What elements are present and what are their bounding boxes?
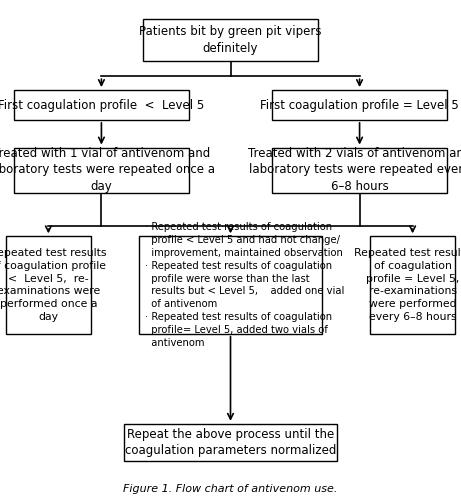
Text: Repeat the above process until the
coagulation parameters normalized: Repeat the above process until the coagu… [125, 428, 336, 457]
FancyBboxPatch shape [370, 236, 455, 334]
FancyBboxPatch shape [143, 18, 318, 61]
FancyBboxPatch shape [14, 148, 189, 192]
FancyBboxPatch shape [6, 236, 91, 334]
FancyBboxPatch shape [124, 424, 337, 461]
Text: · Repeated test results of coagulation
  profile < Level 5 and had not change/
 : · Repeated test results of coagulation p… [145, 222, 344, 348]
Text: Repeated test results
of coagulation
profile = Level 5,
re-examinations
were per: Repeated test results of coagulation pro… [355, 248, 461, 322]
FancyBboxPatch shape [272, 90, 447, 120]
FancyBboxPatch shape [272, 148, 447, 192]
Text: Figure 1. Flow chart of antivenom use.: Figure 1. Flow chart of antivenom use. [123, 484, 338, 494]
Text: Patients bit by green pit vipers
definitely: Patients bit by green pit vipers definit… [139, 25, 322, 54]
Text: Repeated test results
of coagulation profile
<  Level 5,  re-
examinations were
: Repeated test results of coagulation pro… [0, 248, 106, 322]
Text: Treated with 1 vial of antivenom and
laboratory tests were repeated once a
day: Treated with 1 vial of antivenom and lab… [0, 147, 215, 193]
FancyBboxPatch shape [139, 236, 322, 334]
Text: Treated with 2 vials of antivenom and
laboratory tests were repeated every
6–8 h: Treated with 2 vials of antivenom and la… [248, 147, 461, 193]
FancyBboxPatch shape [14, 90, 189, 120]
Text: First coagulation profile  <  Level 5: First coagulation profile < Level 5 [0, 98, 205, 112]
Text: First coagulation profile = Level 5: First coagulation profile = Level 5 [260, 98, 459, 112]
